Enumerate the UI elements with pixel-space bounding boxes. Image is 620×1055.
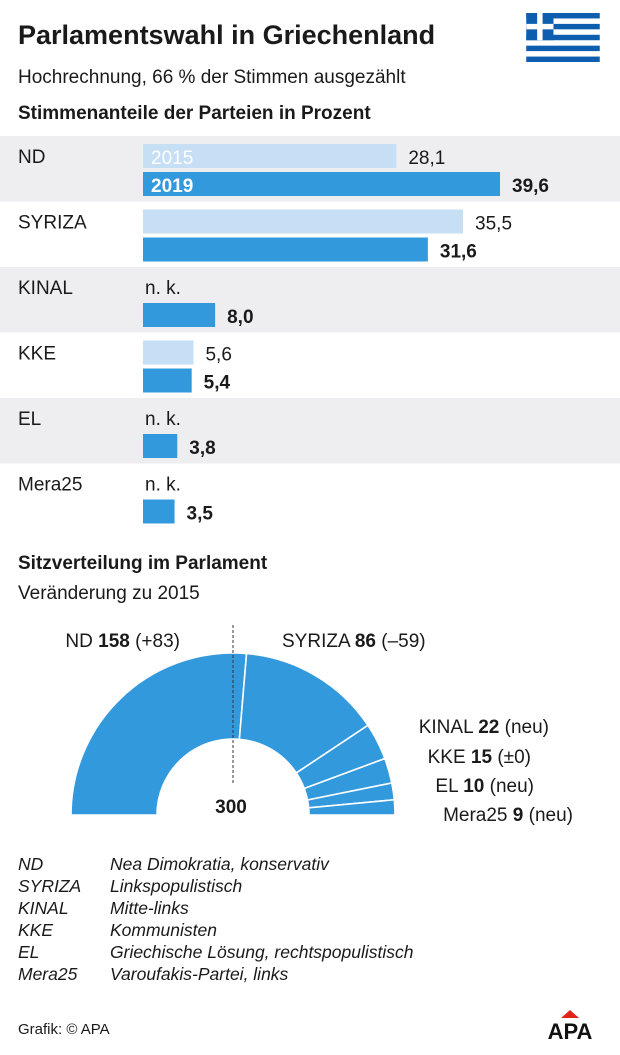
bar-2015 [143,209,464,234]
legend-row: KINAL Mitte-links [18,897,598,919]
seat-party: ND [65,631,98,652]
page-subtitle: Hochrechnung, 66 % der Stimmen ausgezähl… [18,67,406,88]
seat-count: 15 [471,747,493,768]
seat-party: Mera25 [443,805,513,826]
seat-change: (±0) [492,747,531,768]
bar-2019 [143,237,428,262]
party-label: EL [18,409,41,430]
seat-slice-mera25 [307,798,396,816]
legend-desc: Kommunisten [110,920,217,940]
bar-2019 [143,434,178,458]
seat-party: KINAL [419,717,479,738]
series-label-2019: 2019 [151,176,193,197]
seat-count: 10 [463,776,484,797]
vote-share-bar-chart: ND 28,1 2015 39,6 2019 SYRIZA 35,5 31,6 KINAL n. … [0,136,620,525]
bar-2015 [143,340,194,365]
source-credit: Grafik: © APA [18,1021,110,1038]
legend-desc: Nea Dimokratia, konservativ [110,854,329,874]
value-label-2019: 39,6 [512,176,549,197]
apa-logo: APA [548,1010,593,1040]
seat-change: (–59) [376,631,426,652]
seat-change: (neu) [499,717,549,738]
legend-desc: Griechische Lösung, rechtspopulistisch [110,942,414,962]
bar-2015 [143,144,397,168]
seat-party: KKE [428,747,471,768]
legend-row: Mera25 Varoufakis-Partei, links [18,963,598,985]
bar-2019 [143,303,216,327]
party-label: KINAL [18,278,73,299]
legend-abbr: EL [18,942,40,962]
page-title: Parlamentswahl in Griechenland [18,20,436,50]
legend-abbr: ND [18,854,44,874]
value-label-2015: n. k. [145,409,181,430]
party-legend: ND Nea Dimokratia, konservativ SYRIZA Li… [18,853,598,985]
value-label-2015: n. k. [145,475,181,496]
bar-2019 [143,172,500,196]
seat-count: 9 [513,805,524,826]
seat-label-nd: ND 158 (+83) [65,631,180,652]
value-label-2015: 28,1 [408,148,445,169]
seat-party: EL [435,776,463,797]
legend-row: EL Griechische Lösung, rechtspopulistisc… [18,941,598,963]
legend-desc: Mitte-links [110,898,189,918]
seat-distribution-chart: 300 ND 158 (+83) SYRIZA 86 (–59) KINAL 22 (… [65,625,573,826]
seats-subtitle: Veränderung zu 2015 [18,583,200,604]
party-label: SYRIZA [18,213,87,234]
apa-logo-text: APA [548,1019,593,1040]
seat-label-mera25: Mera25 9 (neu) [443,805,573,826]
seats-heading: Sitzverteilung im Parlament [18,553,268,574]
seat-label-kke: KKE 15 (±0) [428,747,531,768]
seat-label-syriza: SYRIZA 86 (–59) [282,631,426,652]
party-label: KKE [18,344,56,365]
seat-party: SYRIZA [282,631,355,652]
value-label-2019: 8,0 [227,307,253,328]
legend-abbr: KKE [18,920,54,940]
vote-share-heading: Stimmenanteile der Parteien in Prozent [18,103,371,124]
party-label: ND [18,147,45,168]
seat-label-el: EL 10 (neu) [435,776,534,797]
legend-desc: Linkspopulistisch [110,876,243,896]
value-label-2019: 3,5 [187,504,214,525]
legend-row: ND Nea Dimokratia, konservativ [18,853,598,875]
legend-row: SYRIZA Linkspopulistisch [18,875,598,897]
legend-desc: Varoufakis-Partei, links [110,964,289,984]
seat-change: (+83) [130,631,180,652]
legend-row: KKE Kommunisten [18,919,598,941]
series-label-2015: 2015 [151,148,193,169]
value-label-2015: 5,6 [205,345,231,366]
seat-label-kinal: KINAL 22 (neu) [419,717,549,738]
bar-2019 [143,499,175,524]
seats-total: 300 [215,797,247,818]
greek-flag-icon [526,13,600,62]
row-band [0,267,620,333]
seat-count: 22 [478,717,499,738]
seat-change: (neu) [523,805,573,826]
seat-change: (neu) [484,776,534,797]
seat-count: 86 [355,631,376,652]
value-label-2019: 5,4 [204,373,231,394]
value-label-2015: 35,5 [475,214,512,235]
legend-abbr: KINAL [18,898,69,918]
value-label-2019: 3,8 [189,438,215,459]
value-label-2015: n. k. [145,278,181,299]
row-band [0,398,620,464]
legend-abbr: SYRIZA [18,876,82,896]
seat-slice-nd [70,652,248,816]
legend-abbr: Mera25 [18,964,78,984]
bar-2019 [143,368,192,393]
seat-count: 158 [98,631,130,652]
party-label: Mera25 [18,475,82,496]
value-label-2019: 31,6 [440,242,477,263]
